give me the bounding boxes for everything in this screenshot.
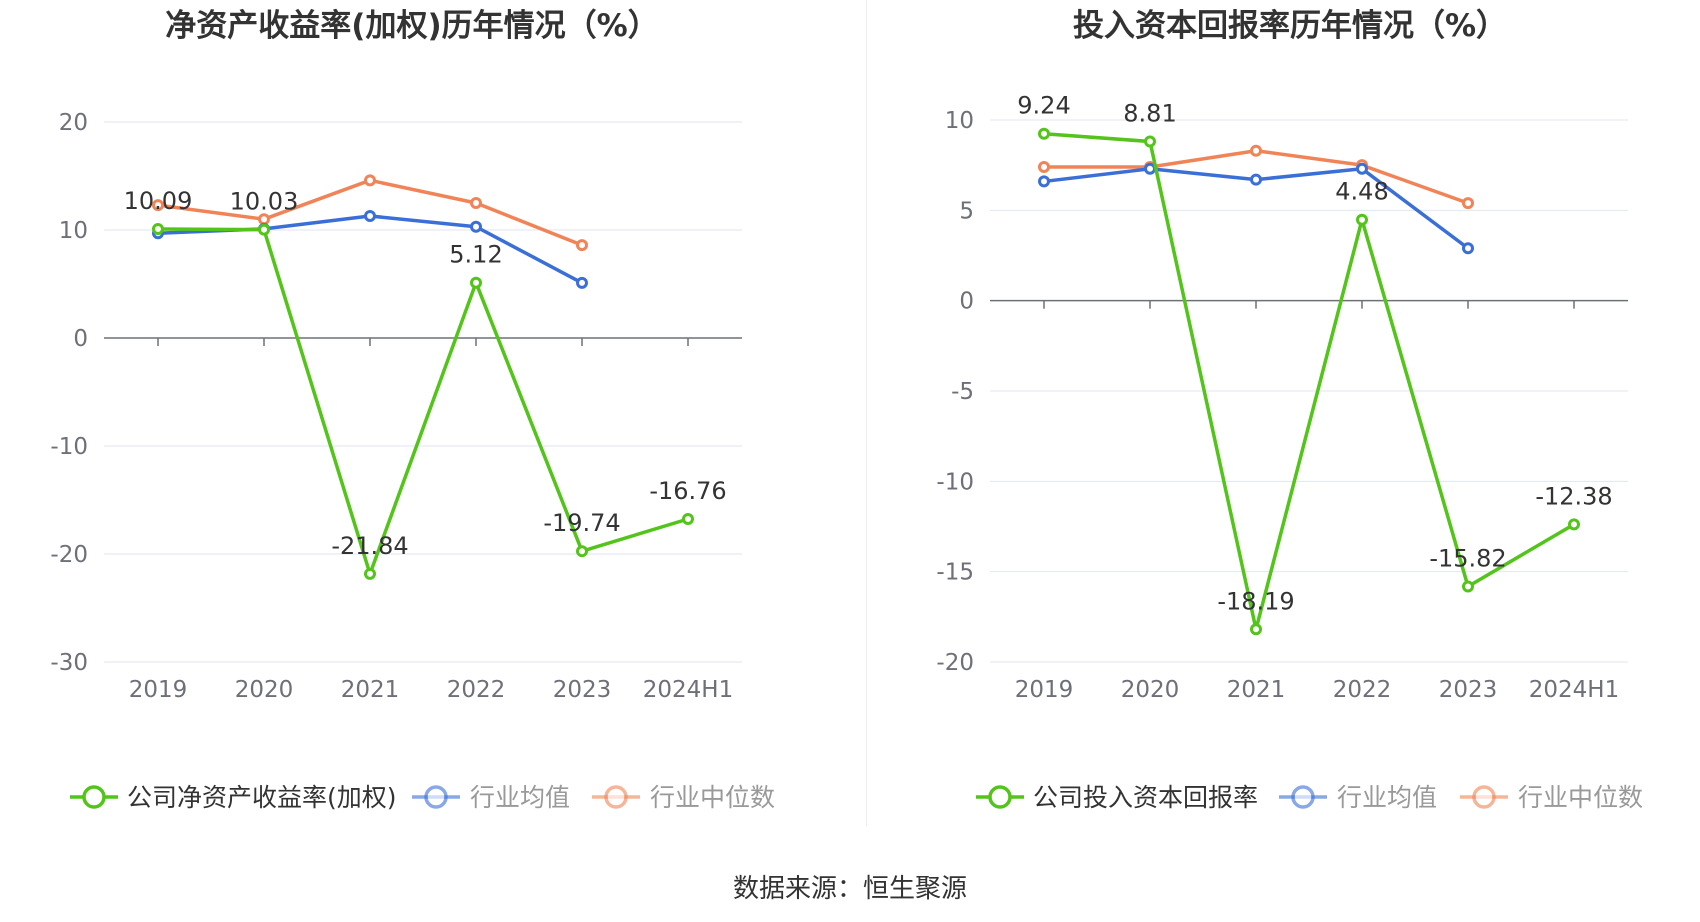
x-tick-label-0: 2023 xyxy=(553,677,612,703)
x-tick-label-1: 2020 xyxy=(1121,677,1180,703)
data-label-0: 5.12 xyxy=(449,241,502,269)
data-point-0-2 xyxy=(576,239,588,252)
data-point-1-0 xyxy=(1038,127,1050,140)
data-point-1-0 xyxy=(1568,518,1580,531)
chart-divider xyxy=(866,0,867,826)
legend-label-1-2: 行业中位数 xyxy=(1518,783,1643,812)
data-label-0: 10.03 xyxy=(230,188,299,216)
y-tick-label-1: 10 xyxy=(945,108,974,134)
data-label-1: -15.82 xyxy=(1429,544,1506,572)
legend-swatch-dot-0-2 xyxy=(604,785,628,809)
data-label-1: 8.81 xyxy=(1123,99,1176,127)
data-point-0-1 xyxy=(364,209,376,222)
chart-title-0: 净资产收益率(加权)历年情况（%） xyxy=(165,8,658,44)
data-label-1: -18.19 xyxy=(1217,587,1294,615)
x-tick-label-0: 2022 xyxy=(447,677,506,703)
data-point-1-1 xyxy=(1144,162,1156,175)
data-point-1-1 xyxy=(1250,173,1262,186)
data-label-0: -21.84 xyxy=(331,532,408,560)
x-tick-label-0: 2020 xyxy=(235,677,294,703)
data-point-1-1 xyxy=(1038,175,1050,188)
y-tick-label-1: 5 xyxy=(959,198,974,224)
x-tick-label-1: 2021 xyxy=(1227,677,1286,703)
data-point-1-1 xyxy=(1462,242,1474,255)
data-point-0-0 xyxy=(576,545,588,558)
data-point-0-0 xyxy=(258,223,270,236)
data-point-1-0 xyxy=(1462,580,1474,593)
data-point-1-0 xyxy=(1356,213,1368,226)
legend-swatch-dot-1-2 xyxy=(1472,785,1496,809)
data-point-1-0 xyxy=(1250,623,1262,636)
data-label-0: -16.76 xyxy=(649,477,726,505)
legend-label-0-0: 公司净资产收益率(加权) xyxy=(127,783,397,812)
y-tick-label-0: -20 xyxy=(50,542,88,568)
legend-label-1-0: 公司投入资本回报率 xyxy=(1033,783,1258,812)
x-tick-label-1: 2022 xyxy=(1333,677,1392,703)
data-point-0-2 xyxy=(258,213,270,226)
data-point-1-2 xyxy=(1038,160,1050,173)
data-point-0-0 xyxy=(470,276,482,289)
legend-label-1-1: 行业均值 xyxy=(1337,783,1437,812)
data-point-0-0 xyxy=(682,513,694,526)
legend-swatch-dot-0-0 xyxy=(82,785,106,809)
y-tick-label-1: 0 xyxy=(959,289,974,315)
data-point-1-2 xyxy=(1250,144,1262,157)
data-source-label: 数据来源：恒生聚源 xyxy=(732,874,967,904)
data-point-0-2 xyxy=(470,197,482,209)
x-tick-label-1: 2024H1 xyxy=(1529,677,1619,703)
series-line-1-0 xyxy=(1043,131,1575,632)
legend-swatch-dot-1-0 xyxy=(988,785,1012,809)
data-label-1: 4.48 xyxy=(1335,178,1388,206)
chart-title-1: 投入资本回报率历年情况（%） xyxy=(1073,8,1507,44)
data-point-0-2 xyxy=(152,199,164,212)
x-tick-label-1: 2019 xyxy=(1015,677,1074,703)
data-point-0-0 xyxy=(152,223,164,236)
legend-label-0-2: 行业中位数 xyxy=(650,783,775,812)
data-point-0-2 xyxy=(364,174,376,187)
y-tick-label-0: 0 xyxy=(73,326,88,352)
data-point-0-0 xyxy=(364,567,376,580)
y-tick-label-1: -5 xyxy=(951,379,974,405)
x-tick-label-0: 2024H1 xyxy=(643,677,733,703)
x-tick-label-1: 2023 xyxy=(1439,677,1498,703)
series-line-0-1 xyxy=(157,214,583,285)
y-tick-label-0: -10 xyxy=(50,434,88,460)
data-point-1-1 xyxy=(1356,162,1368,175)
data-label-0: 10.09 xyxy=(124,187,193,215)
data-point-1-2 xyxy=(1462,197,1474,210)
data-point-0-1 xyxy=(470,220,482,233)
y-tick-label-0: -30 xyxy=(50,650,88,676)
y-tick-label-0: 20 xyxy=(59,110,88,136)
data-label-0: -19.74 xyxy=(543,509,620,537)
legend-swatch-dot-0-1 xyxy=(424,785,448,809)
data-point-1-0 xyxy=(1144,135,1156,148)
legend-swatch-dot-1-1 xyxy=(1291,785,1315,809)
x-tick-label-0: 2021 xyxy=(341,677,400,703)
x-tick-label-0: 2019 xyxy=(129,677,188,703)
data-label-1: 9.24 xyxy=(1017,92,1070,120)
data-label-1: -12.38 xyxy=(1535,482,1612,510)
legend-label-0-1: 行业均值 xyxy=(470,783,570,812)
data-point-0-1 xyxy=(576,276,588,289)
y-tick-label-1: -15 xyxy=(936,560,974,586)
y-tick-label-1: -10 xyxy=(936,469,974,495)
series-line-0-0 xyxy=(157,227,689,576)
y-tick-label-0: 10 xyxy=(59,218,88,244)
y-tick-label-1: -20 xyxy=(936,650,974,676)
